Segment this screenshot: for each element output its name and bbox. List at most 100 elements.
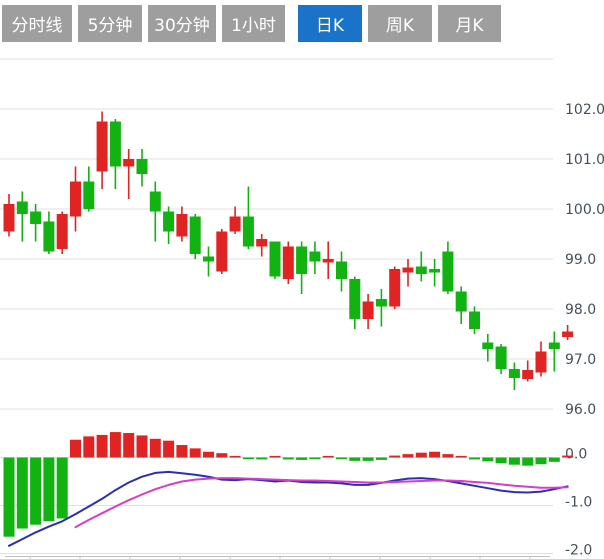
macd-bar	[242, 457, 254, 460]
macd-bar	[70, 439, 81, 458]
macd-bar	[163, 440, 175, 458]
macd-bar	[349, 457, 361, 461]
macd-bar	[269, 455, 281, 458]
candle-body	[296, 246, 308, 274]
dea-line	[74, 477, 569, 529]
macd-bar	[282, 457, 294, 460]
macd-histogram	[3, 432, 574, 537]
candle-body	[522, 370, 534, 379]
macd-bar	[3, 457, 15, 537]
candle-body	[548, 342, 560, 349]
macd-bar	[402, 454, 414, 458]
macd-bar	[429, 451, 441, 458]
macd-bar	[562, 455, 574, 458]
candle-body	[176, 214, 188, 237]
macd-bar	[522, 457, 534, 466]
macd-bar	[389, 455, 401, 458]
tab-1hour[interactable]: 1小时	[222, 5, 285, 42]
macd-bar	[336, 457, 347, 460]
candle-body	[70, 181, 81, 217]
candle-body	[242, 216, 254, 247]
candle-body	[375, 299, 387, 307]
tab-30min[interactable]: 30分钟	[148, 5, 216, 42]
candle-body	[442, 251, 454, 292]
tab-weekly-k[interactable]: 周K	[368, 5, 432, 42]
candle-body	[216, 231, 228, 272]
candle-body	[56, 214, 68, 249]
candle-body	[282, 246, 294, 279]
macd-bar	[56, 457, 68, 519]
candle-body	[109, 121, 121, 167]
candle-body	[336, 261, 347, 279]
macd-bar	[83, 436, 95, 458]
candle-body	[562, 331, 574, 337]
candle-body	[30, 211, 42, 224]
price-tick-label: 100.0	[565, 202, 604, 218]
macd-bar	[508, 457, 520, 465]
candle-body	[203, 256, 214, 262]
macd-bar	[109, 432, 121, 458]
candles	[3, 111, 574, 390]
price-tick-label: 98.0	[565, 302, 596, 318]
macd-bar	[30, 457, 42, 525]
candle-body	[43, 221, 55, 252]
macd-bar	[548, 457, 560, 462]
price-tick-label: 97.0	[565, 352, 596, 368]
macd-bar	[229, 455, 241, 458]
macd-bar	[442, 454, 454, 458]
macd-bar	[375, 457, 387, 460]
candle-body	[349, 279, 361, 319]
macd-bar	[322, 455, 334, 458]
price-axis-labels: 102.0 101.0 100.0 99.0 98.0 97.0 96.0	[565, 102, 604, 418]
macd-bar	[309, 457, 321, 460]
candle-body	[83, 181, 95, 209]
candle-body	[455, 291, 467, 312]
macd-bar	[203, 451, 214, 458]
macd-bar	[455, 455, 467, 458]
candle-body	[362, 301, 374, 319]
candle-body	[123, 159, 135, 167]
tab-daily-k[interactable]: 日K	[298, 5, 362, 42]
macd-bar	[495, 457, 507, 464]
macd-bar	[136, 435, 148, 458]
candle-body	[256, 239, 268, 247]
macd-bar	[362, 457, 374, 461]
macd-bar	[415, 452, 427, 458]
macd-tick-label: -2.0	[565, 543, 592, 559]
price-tick-label: 101.0	[565, 152, 604, 168]
tab-5min[interactable]: 5分钟	[78, 5, 142, 42]
tab-monthly-k[interactable]: 月K	[438, 5, 501, 42]
candle-body	[389, 269, 401, 307]
candle-body	[429, 269, 441, 273]
candle-body	[495, 346, 507, 369]
candle-body	[136, 159, 148, 174]
tab-minute-line[interactable]: 分时线	[2, 5, 72, 42]
price-grid	[0, 58, 553, 410]
price-tick-label: 99.0	[565, 252, 596, 268]
candle-body	[402, 267, 414, 273]
macd-bar	[16, 457, 28, 529]
candle-body	[508, 369, 520, 378]
macd-bar	[256, 457, 268, 460]
macd-bar	[149, 438, 161, 458]
candle-body	[163, 211, 175, 232]
macd-bar	[469, 457, 480, 460]
candle-body	[3, 204, 15, 232]
candle-body	[415, 266, 427, 274]
macd-bar	[535, 457, 547, 465]
macd-axis-labels: 0.0 -1.0 -2.0	[565, 447, 592, 559]
candle-body	[309, 251, 321, 262]
macd-bar	[176, 445, 188, 458]
candle-body	[149, 191, 161, 212]
candle-body	[269, 241, 281, 277]
macd-bar	[96, 434, 108, 458]
macd-bar	[482, 457, 494, 462]
candle-body	[96, 121, 108, 172]
candle-body	[469, 311, 480, 329]
timeframe-tabs: 分时线 5分钟 30分钟 1小时 日K 周K 月K	[2, 5, 501, 42]
macd-tick-label: 0.0	[565, 447, 587, 463]
macd-bar	[43, 457, 55, 522]
macd-bar	[189, 448, 201, 458]
